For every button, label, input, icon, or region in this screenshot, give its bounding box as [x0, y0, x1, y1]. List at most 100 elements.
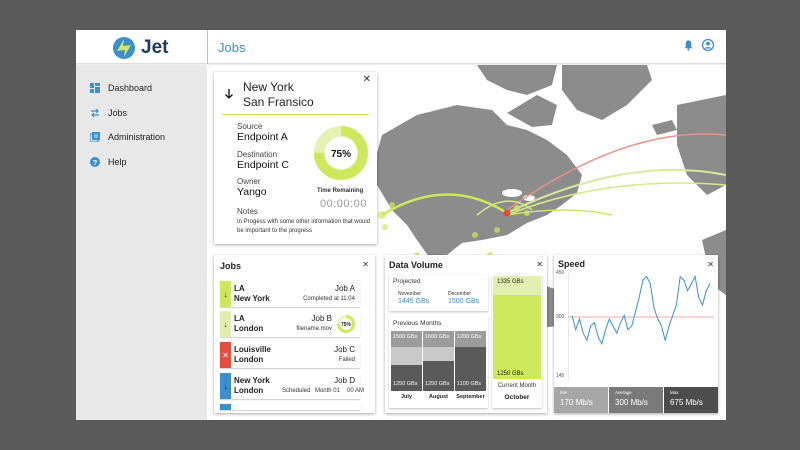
y-axis-min: 145	[556, 373, 565, 379]
sidebar-item-administration[interactable]: Administration	[90, 132, 165, 142]
current-month-label: Current Month	[497, 383, 537, 389]
arrow-down-icon: ↓	[220, 373, 231, 399]
admin-icon	[90, 132, 100, 142]
sidebar-item-dashboard[interactable]: Dashboard	[90, 83, 152, 93]
speed-card: Speed ✕ 450 300 145 Min 170 Mb/s Average…	[554, 255, 718, 413]
arrow-down-icon: ↓	[220, 281, 231, 307]
job-progress-text: 75%	[341, 322, 352, 328]
data-volume-card: Data Volume ✕ Projected November 1445 GB…	[385, 255, 547, 413]
notes-text: In Progess with some other information t…	[237, 219, 371, 234]
time-remaining-label: Time Remaining	[317, 188, 364, 194]
previous-months-label: Previous Months	[393, 320, 442, 327]
top-bar: Jet Jobs	[76, 30, 726, 64]
current-month-name: October	[504, 394, 530, 401]
source-label: Source	[237, 122, 263, 131]
sidebar-item-label: Jobs	[108, 108, 128, 118]
progress-text: 75%	[331, 149, 351, 160]
month-label: July	[400, 394, 412, 400]
job-name: Job D	[334, 376, 355, 385]
dashboard-icon	[90, 83, 100, 93]
destination-label: Destination	[237, 150, 278, 159]
job-row[interactable]: ↓ LA London Job B filename.mov 75%	[220, 311, 360, 337]
job-to: London	[234, 386, 264, 395]
projected-month: December	[448, 291, 472, 297]
transfer-icon	[91, 108, 99, 118]
y-axis-mid: 300	[556, 314, 565, 320]
month-bar: 1200 GBs 1100 GBs	[455, 331, 486, 391]
speed-line-chart	[568, 273, 714, 381]
job-row[interactable]	[220, 404, 360, 410]
close-icon[interactable]: ✕	[707, 260, 714, 269]
projected-value: 1445 GBs	[398, 298, 430, 305]
arrow-down-icon	[225, 89, 233, 99]
arrow-down-icon: ↓	[220, 311, 231, 337]
sidebar-item-label: Help	[108, 157, 127, 167]
bell-icon[interactable]	[683, 39, 694, 51]
current-month-panel: 1335 GBs 1250 GBs Current Month October	[492, 275, 542, 408]
speed-average-stat: Average 300 Mb/s	[609, 387, 663, 413]
sidebar-item-jobs[interactable]: Jobs	[90, 108, 127, 118]
jobs-title: Jobs	[220, 261, 242, 271]
job-progress-ring: 75%	[337, 315, 355, 333]
bar-bottom-value: 1250 GBs	[423, 361, 454, 391]
job-row[interactable]: ↓ New York London Job D Scheduled Month 0…	[220, 373, 364, 399]
job-status-strip	[220, 404, 231, 410]
bar-top-value: 1600 GBs	[423, 331, 454, 347]
job-name: Job C	[334, 345, 355, 354]
sidebar-item-label: Administration	[108, 132, 166, 142]
job-schedule-label: Scheduled	[282, 388, 311, 394]
month-bar: 1500 GBs 1250 GBs	[391, 331, 422, 391]
job-status: filename.mov	[296, 326, 332, 332]
month-label: September	[456, 394, 485, 400]
sidebar-item-label: Dashboard	[108, 83, 153, 93]
speed-min-stat: Min 170 Mb/s	[554, 387, 608, 413]
job-schedule-date: Month 01	[314, 388, 340, 394]
projected-month: November	[398, 291, 422, 297]
current-top-value: 1335 GBs	[497, 279, 524, 285]
stat-value: 675 Mb/s	[670, 398, 703, 407]
transfer-detail-card: ✕ New York San Fransico Source Endpoint …	[214, 72, 377, 244]
destination-value: Endpoint C	[237, 159, 289, 171]
job-status: Completed at 11:04	[303, 296, 355, 302]
job-to: New York	[234, 294, 270, 303]
transfer-origin: New York	[243, 80, 294, 94]
jobs-card: Jobs ✕ ↓ LA New York Job A Completed at 1…	[214, 255, 375, 413]
owner-value: Yango	[237, 186, 267, 198]
close-icon[interactable]: ✕	[362, 260, 369, 269]
job-from: New York	[234, 376, 270, 385]
job-row[interactable]: ✕ Louisville London Job C Failed	[220, 342, 360, 368]
bar-top-value: 1200 GBs	[455, 331, 486, 347]
jet-logo-icon	[113, 37, 135, 59]
month-bar: 1600 GBs 1250 GBs	[423, 331, 454, 391]
job-from: Louisville	[234, 345, 271, 354]
progress-ring: 75%	[314, 126, 368, 180]
job-from: LA	[234, 314, 245, 323]
job-name: Job A	[334, 284, 355, 293]
page-title: Jobs	[218, 40, 246, 55]
divider	[222, 114, 369, 115]
job-to: London	[234, 355, 264, 364]
time-remaining-value: 00:00:00	[320, 198, 367, 210]
app-window: Jet Jobs Dashboard	[76, 30, 726, 420]
close-icon[interactable]: ✕	[362, 74, 371, 85]
transfer-destination: San Fransico	[243, 95, 314, 109]
speed-title: Speed	[558, 259, 586, 269]
bar-top-value: 1500 GBs	[391, 331, 422, 347]
projected-panel: Projected November 1445 GBs December 150…	[389, 275, 488, 311]
help-icon: ?	[90, 157, 100, 167]
job-row[interactable]: ↓ LA New York Job A Completed at 11:04	[220, 281, 360, 307]
account-icon[interactable]	[702, 39, 714, 51]
previous-months-panel: Previous Months 1500 GBs 1250 GBs 1600 G…	[389, 316, 488, 408]
month-label: August	[429, 394, 448, 400]
projected-label: Projected	[393, 278, 421, 285]
close-icon[interactable]: ✕	[536, 260, 543, 269]
y-axis-max: 450	[556, 270, 565, 276]
speed-max-stat: Max 675 Mb/s	[664, 387, 718, 413]
stat-label: Average	[615, 390, 632, 395]
notes-label: Notes	[237, 207, 258, 216]
header-divider	[207, 30, 208, 64]
data-volume-title: Data Volume	[389, 260, 443, 270]
sidebar-item-help[interactable]: ? Help	[90, 157, 127, 167]
sidebar: Dashboard Jobs Administration ? Help	[76, 65, 207, 420]
stat-label: Max	[670, 390, 679, 395]
